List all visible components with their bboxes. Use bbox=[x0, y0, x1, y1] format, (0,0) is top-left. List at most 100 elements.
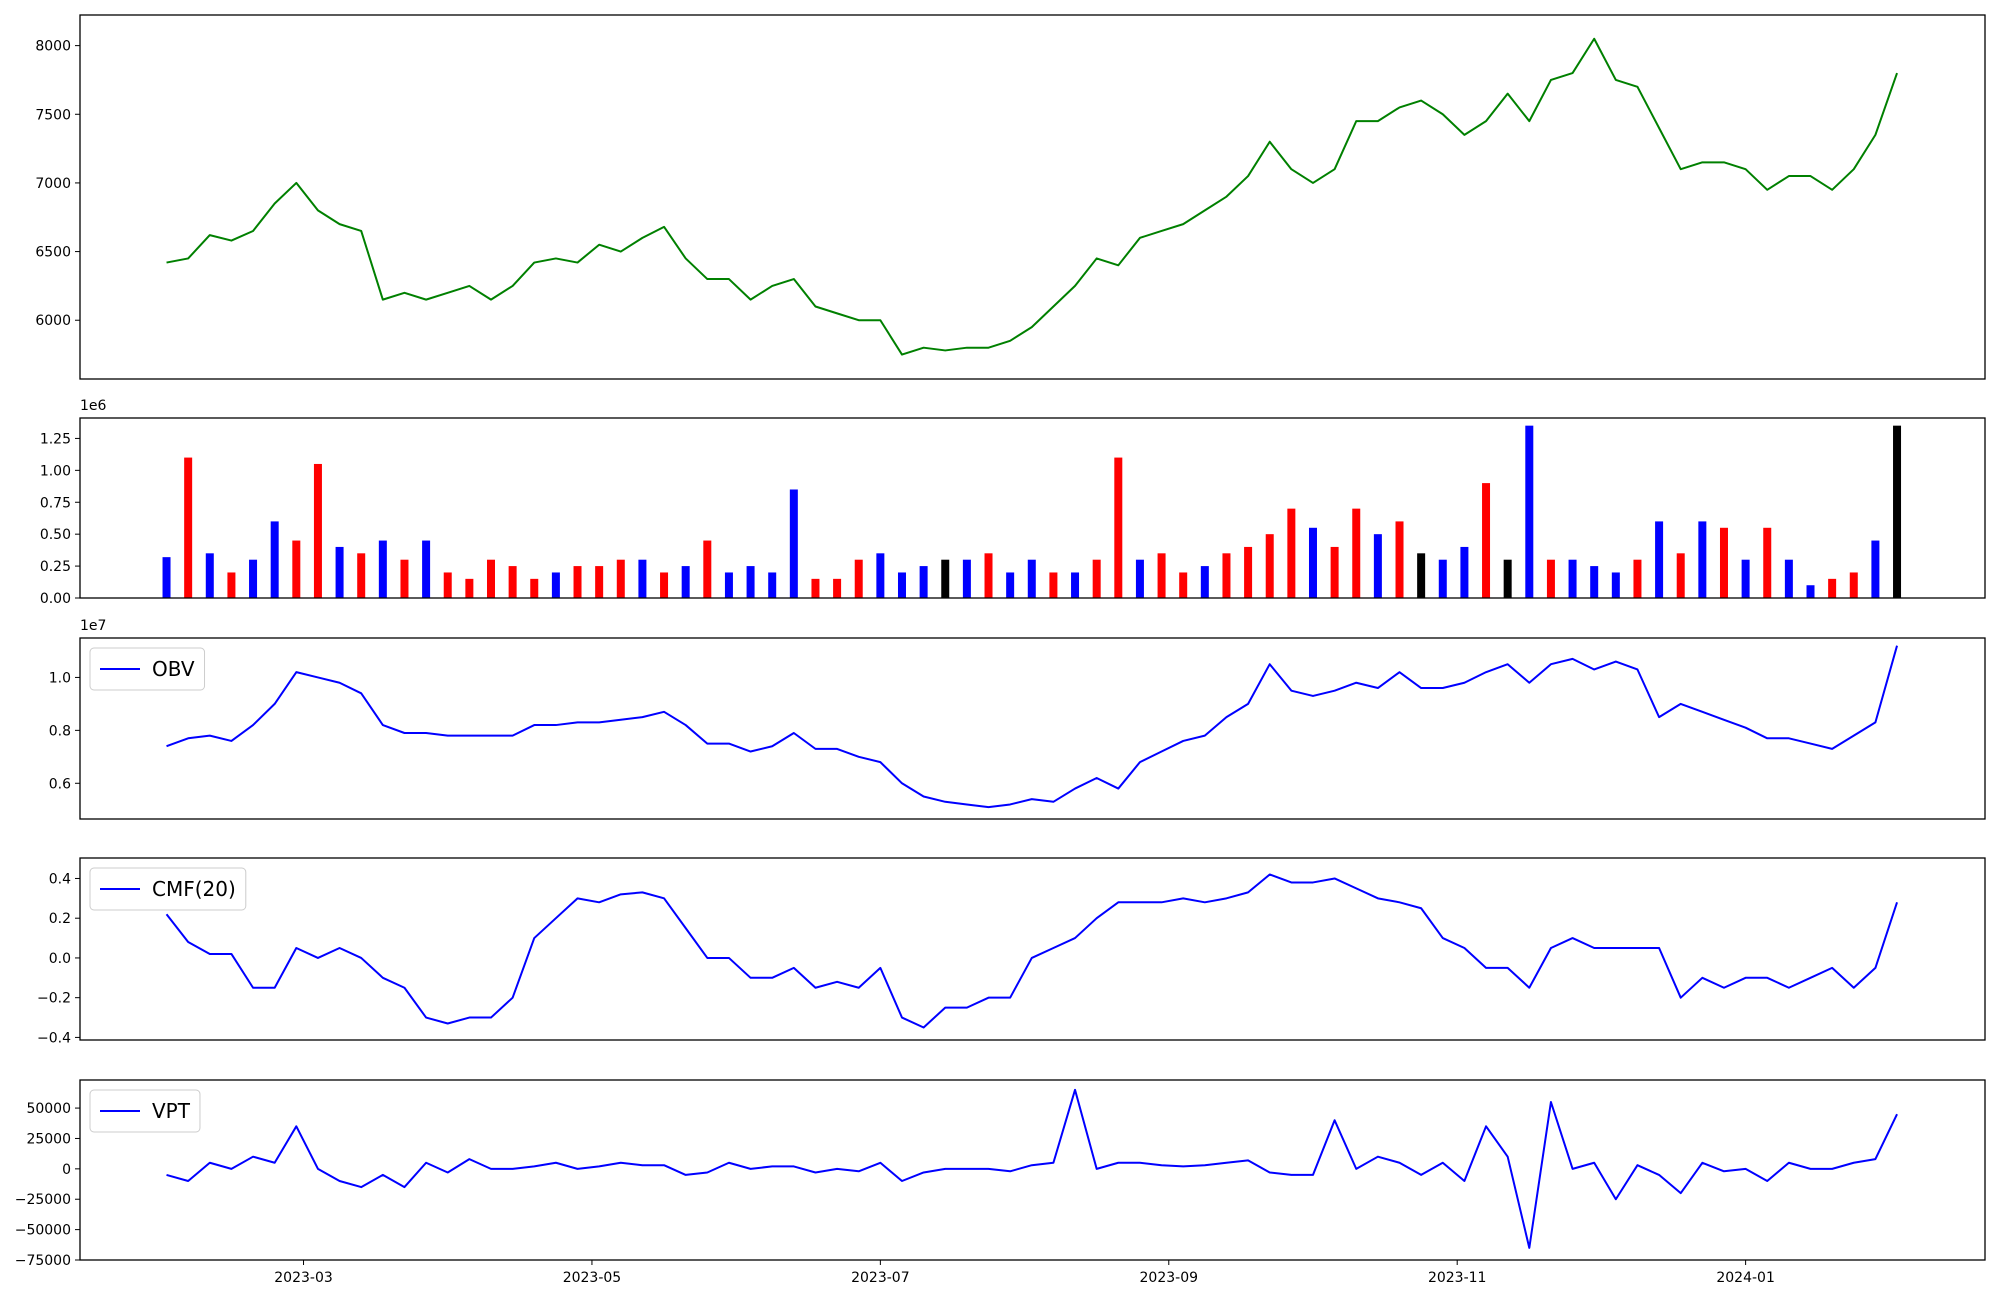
x-tick-label: 2023-07 bbox=[851, 1270, 910, 1286]
bar bbox=[1027, 559, 1036, 598]
axis-offset-label: 1e7 bbox=[80, 618, 106, 634]
y-tick-label: −75000 bbox=[15, 1253, 71, 1269]
bar bbox=[162, 557, 171, 598]
bar bbox=[595, 566, 604, 598]
bar bbox=[1655, 521, 1664, 598]
y-tick-label: 0.0 bbox=[49, 951, 71, 967]
y-tick-label: 0.8 bbox=[49, 723, 71, 739]
bar bbox=[1071, 572, 1080, 598]
bar bbox=[919, 566, 928, 598]
bar bbox=[1546, 559, 1555, 598]
y-tick-label: 1.25 bbox=[40, 431, 71, 447]
bar bbox=[1806, 585, 1815, 598]
bar bbox=[789, 489, 798, 598]
bar bbox=[292, 540, 301, 598]
plot-frame bbox=[79, 14, 1986, 380]
bar bbox=[876, 553, 885, 598]
y-tick-label: 0.4 bbox=[49, 871, 71, 887]
bar bbox=[249, 559, 258, 598]
bar bbox=[1244, 546, 1253, 598]
legend-label: OBV bbox=[152, 657, 195, 681]
bar bbox=[1698, 521, 1707, 598]
bar bbox=[465, 578, 474, 598]
bar bbox=[854, 559, 863, 598]
bar bbox=[1179, 572, 1188, 598]
y-tick-label: 0.00 bbox=[40, 591, 71, 607]
x-tick-label: 2023-09 bbox=[1140, 1270, 1199, 1286]
bar bbox=[378, 540, 387, 598]
y-tick-label: 0.2 bbox=[49, 911, 71, 927]
plot-frame bbox=[79, 417, 1986, 599]
bar bbox=[573, 566, 582, 598]
bar bbox=[270, 521, 279, 598]
y-tick-label: 0.75 bbox=[40, 495, 71, 511]
bar bbox=[1352, 508, 1361, 598]
bar bbox=[422, 540, 431, 598]
y-tick-label: 8000 bbox=[35, 39, 71, 55]
bar bbox=[1568, 559, 1577, 598]
x-tick-label: 2023-11 bbox=[1428, 1270, 1487, 1286]
bar bbox=[184, 457, 193, 598]
bar bbox=[1200, 566, 1209, 598]
bar bbox=[811, 578, 820, 598]
plot-frame bbox=[79, 637, 1986, 820]
bar bbox=[400, 559, 409, 598]
y-tick-label: −50000 bbox=[15, 1223, 71, 1239]
bar bbox=[357, 553, 366, 598]
bar bbox=[1135, 559, 1144, 598]
x-tick-label: 2023-05 bbox=[563, 1270, 622, 1286]
legend-box bbox=[89, 1089, 201, 1133]
plot-frame bbox=[79, 1079, 1986, 1261]
bar bbox=[703, 540, 712, 598]
bar bbox=[508, 566, 517, 598]
axis-offset-label: 1e6 bbox=[80, 398, 107, 414]
y-tick-label: 1.00 bbox=[40, 463, 71, 479]
bar bbox=[616, 559, 625, 598]
y-tick-label: 0.6 bbox=[49, 776, 71, 792]
bar bbox=[1308, 527, 1317, 598]
bar bbox=[1893, 425, 1902, 598]
bar bbox=[1503, 559, 1512, 598]
line bbox=[166, 645, 1898, 809]
bar bbox=[1157, 553, 1166, 598]
y-tick-label: 0.50 bbox=[40, 527, 71, 543]
bar bbox=[638, 559, 647, 598]
line bbox=[166, 37, 1898, 356]
bar bbox=[1871, 540, 1880, 598]
bar bbox=[768, 572, 777, 598]
bar bbox=[443, 572, 452, 598]
bar bbox=[1784, 559, 1793, 598]
bar bbox=[1287, 508, 1296, 598]
legend-label: CMF(20) bbox=[152, 877, 236, 901]
bar bbox=[1482, 483, 1491, 598]
plot-frame bbox=[79, 857, 1986, 1041]
bar bbox=[205, 553, 214, 598]
bar bbox=[486, 559, 495, 598]
bar bbox=[1006, 572, 1015, 598]
bar bbox=[1525, 425, 1534, 598]
bar bbox=[1265, 534, 1274, 598]
y-tick-label: 0.25 bbox=[40, 559, 71, 575]
bar bbox=[1395, 521, 1404, 598]
y-tick-label: 0 bbox=[62, 1162, 71, 1178]
bar bbox=[1373, 534, 1382, 598]
legend-box bbox=[89, 867, 247, 911]
bar bbox=[1460, 546, 1469, 598]
bar bbox=[1849, 572, 1858, 598]
bar bbox=[984, 553, 993, 598]
bar bbox=[1438, 559, 1447, 598]
bar bbox=[1222, 553, 1231, 598]
bar bbox=[941, 559, 950, 598]
y-tick-label: 6500 bbox=[35, 245, 71, 261]
bar bbox=[530, 578, 539, 598]
y-tick-label: −0.4 bbox=[37, 1030, 71, 1046]
bar bbox=[551, 572, 560, 598]
y-tick-label: 25000 bbox=[26, 1131, 71, 1147]
bar bbox=[1828, 578, 1837, 598]
bar bbox=[335, 546, 344, 598]
y-tick-label: −25000 bbox=[15, 1192, 71, 1208]
bar bbox=[313, 463, 322, 598]
bar bbox=[1763, 527, 1772, 598]
